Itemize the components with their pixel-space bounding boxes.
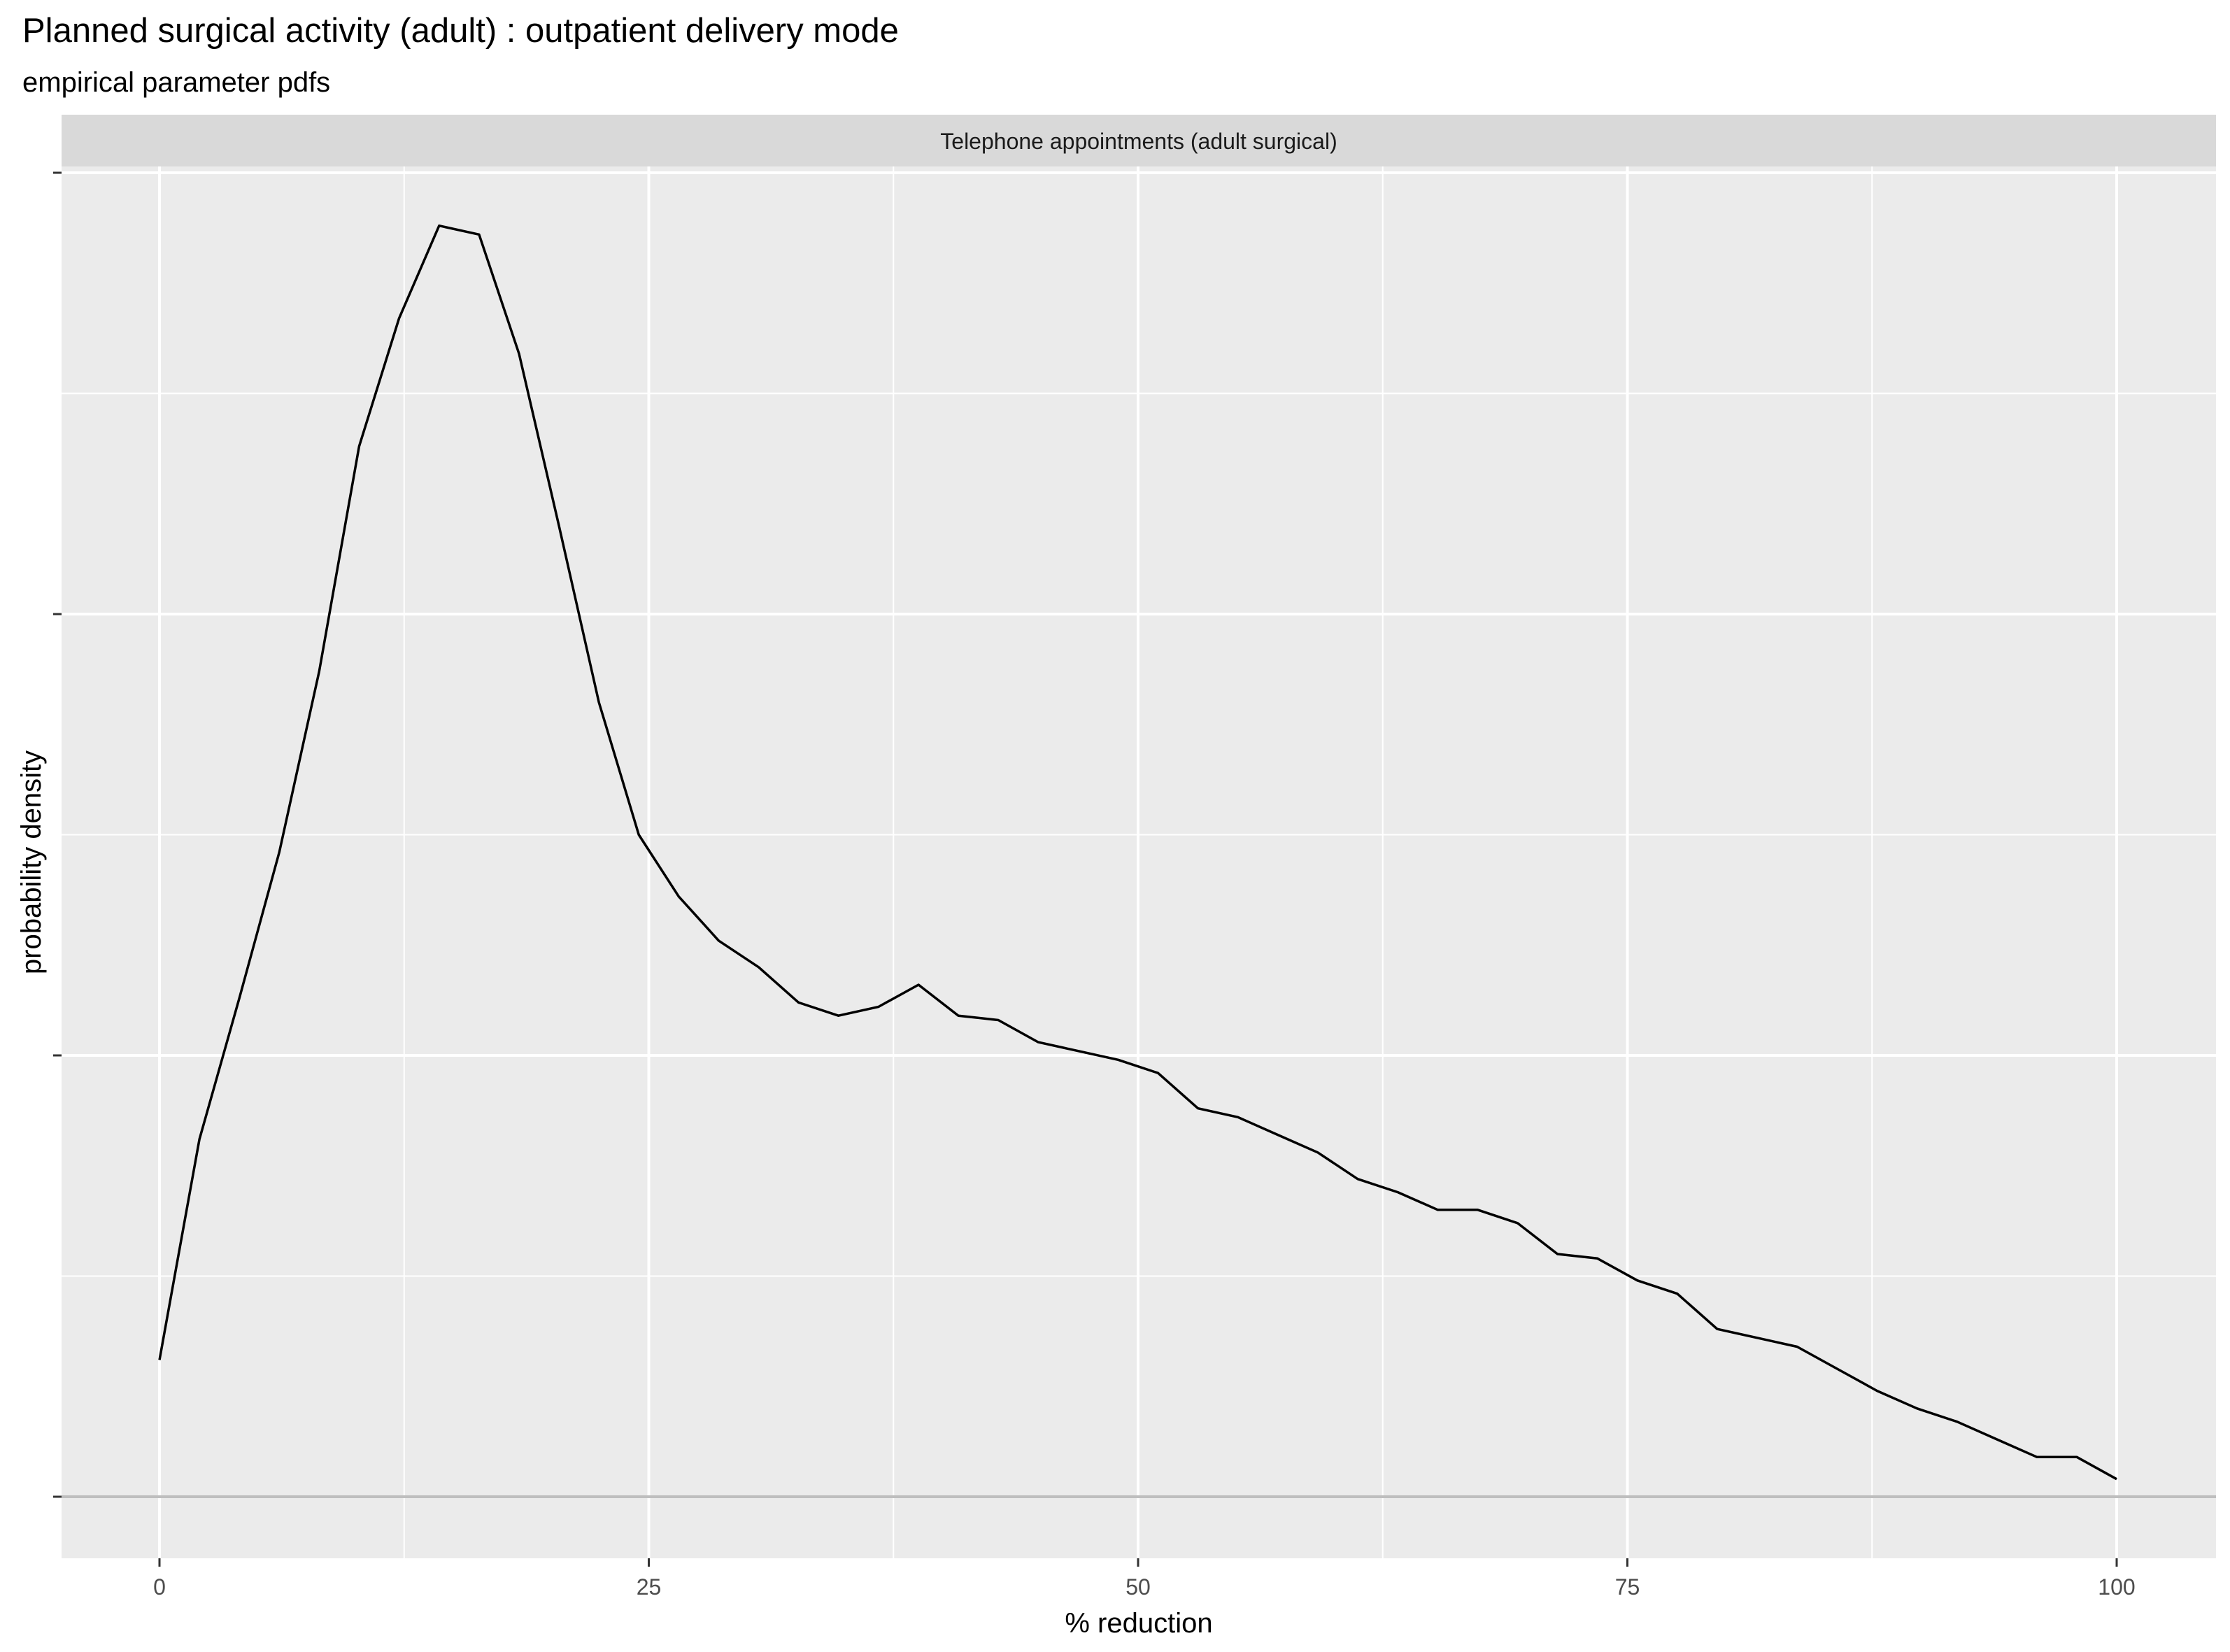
- axis-ticks: [53, 171, 2118, 1567]
- x-axis-tick-labels: 0 25 50 75 100: [153, 1574, 2136, 1600]
- facet-strip: [62, 115, 2216, 166]
- facet-strip-label: Telephone appointments (adult surgical): [940, 129, 1337, 154]
- x-tick-label: 75: [1615, 1574, 1640, 1600]
- major-gridlines: [62, 166, 2216, 1558]
- chart-title: Planned surgical activity (adult) : outp…: [22, 12, 899, 50]
- x-tick-label: 100: [2098, 1574, 2135, 1600]
- y-axis-title: probability density: [16, 750, 47, 974]
- x-tick-label: 50: [1125, 1574, 1151, 1600]
- x-tick-label: 25: [637, 1574, 662, 1600]
- x-axis-title: % reduction: [1065, 1608, 1212, 1639]
- chart-subtitle: empirical parameter pdfs: [22, 67, 330, 98]
- density-line: [158, 224, 2117, 1481]
- x-tick-label: 0: [153, 1574, 166, 1600]
- density-series: [158, 224, 2117, 1481]
